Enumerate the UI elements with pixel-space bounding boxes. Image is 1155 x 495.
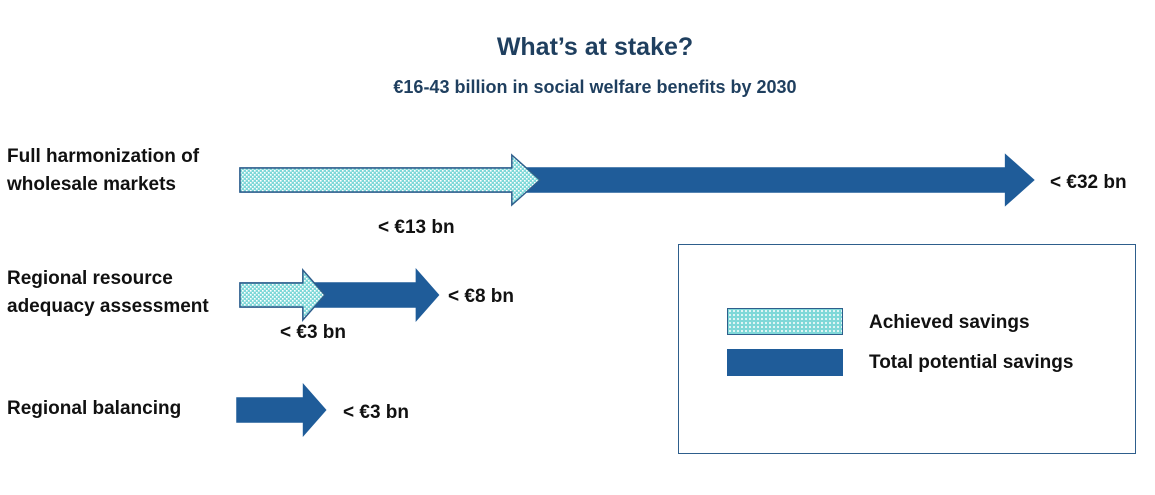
legend-swatch-achieved xyxy=(727,308,843,335)
legend-label-achieved: Achieved savings xyxy=(869,312,1030,333)
arrow-achieved-1 xyxy=(239,268,326,322)
category-label-balancing: Regional balancing xyxy=(7,398,182,419)
arrow-total-2 xyxy=(236,383,327,437)
legend: Achieved savings Total potential savings xyxy=(678,244,1136,454)
value-label-achieved-0: < €13 bn xyxy=(378,217,455,238)
value-label-achieved-1: < €3 bn xyxy=(280,322,346,343)
value-label-total-0: < €32 bn xyxy=(1050,172,1127,193)
legend-label-total: Total potential savings xyxy=(869,352,1074,373)
category-label-wholesale: Full harmonization of wholesale markets xyxy=(7,146,200,195)
chart-subtitle: €16-43 billion in social welfare benefit… xyxy=(393,77,797,97)
value-label-total-1: < €8 bn xyxy=(448,286,514,307)
value-label-total-2: < €3 bn xyxy=(343,402,409,423)
category-label-adequacy: Regional resource adequacy assessment xyxy=(7,268,209,317)
legend-swatch-total xyxy=(727,349,843,376)
arrow-achieved-0 xyxy=(239,153,541,207)
chart-title: What’s at stake? xyxy=(496,33,694,61)
